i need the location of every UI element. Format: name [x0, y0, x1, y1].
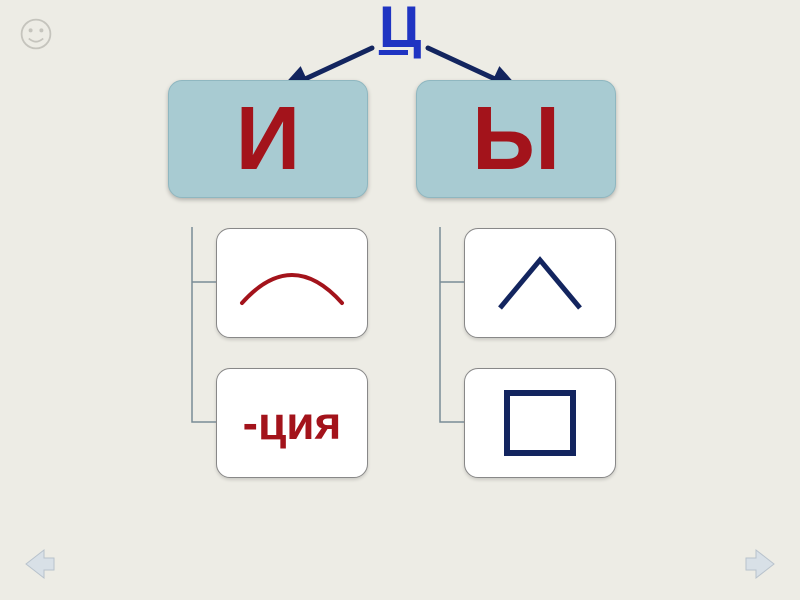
smiley-eye-r: [39, 28, 43, 32]
square-rect: [507, 393, 573, 453]
arc-icon: [232, 253, 352, 313]
column-right: Ы: [416, 80, 616, 478]
prev-arrow-shape: [26, 550, 54, 578]
connector-path-right: [440, 227, 464, 422]
children-left: -ция: [216, 228, 368, 478]
caret-path: [500, 260, 580, 308]
connector-path-left: [192, 227, 216, 422]
child-left-2: -ция: [216, 368, 368, 478]
child-left-2-text: -ция: [243, 396, 342, 450]
arc-path: [242, 275, 342, 303]
header-left: И: [168, 80, 368, 198]
smiley-icon: [18, 16, 54, 52]
next-arrow-shape: [746, 550, 774, 578]
child-right-2: [464, 368, 616, 478]
smiley-eye-l: [29, 28, 33, 32]
children-right: [464, 228, 616, 478]
caret-icon: [485, 248, 595, 318]
header-left-text: И: [236, 88, 301, 191]
smiley-mouth: [29, 39, 43, 42]
child-left-1: [216, 228, 368, 338]
header-right-text: Ы: [472, 88, 560, 191]
header-right: Ы: [416, 80, 616, 198]
connector-right: [416, 227, 464, 527]
connector-left: [168, 227, 216, 527]
square-icon: [495, 383, 585, 463]
prev-arrow-icon[interactable]: [18, 544, 58, 584]
next-arrow-icon[interactable]: [742, 544, 782, 584]
smiley-face: [22, 20, 51, 49]
column-left: И -ция: [168, 80, 368, 478]
child-right-1: [464, 228, 616, 338]
